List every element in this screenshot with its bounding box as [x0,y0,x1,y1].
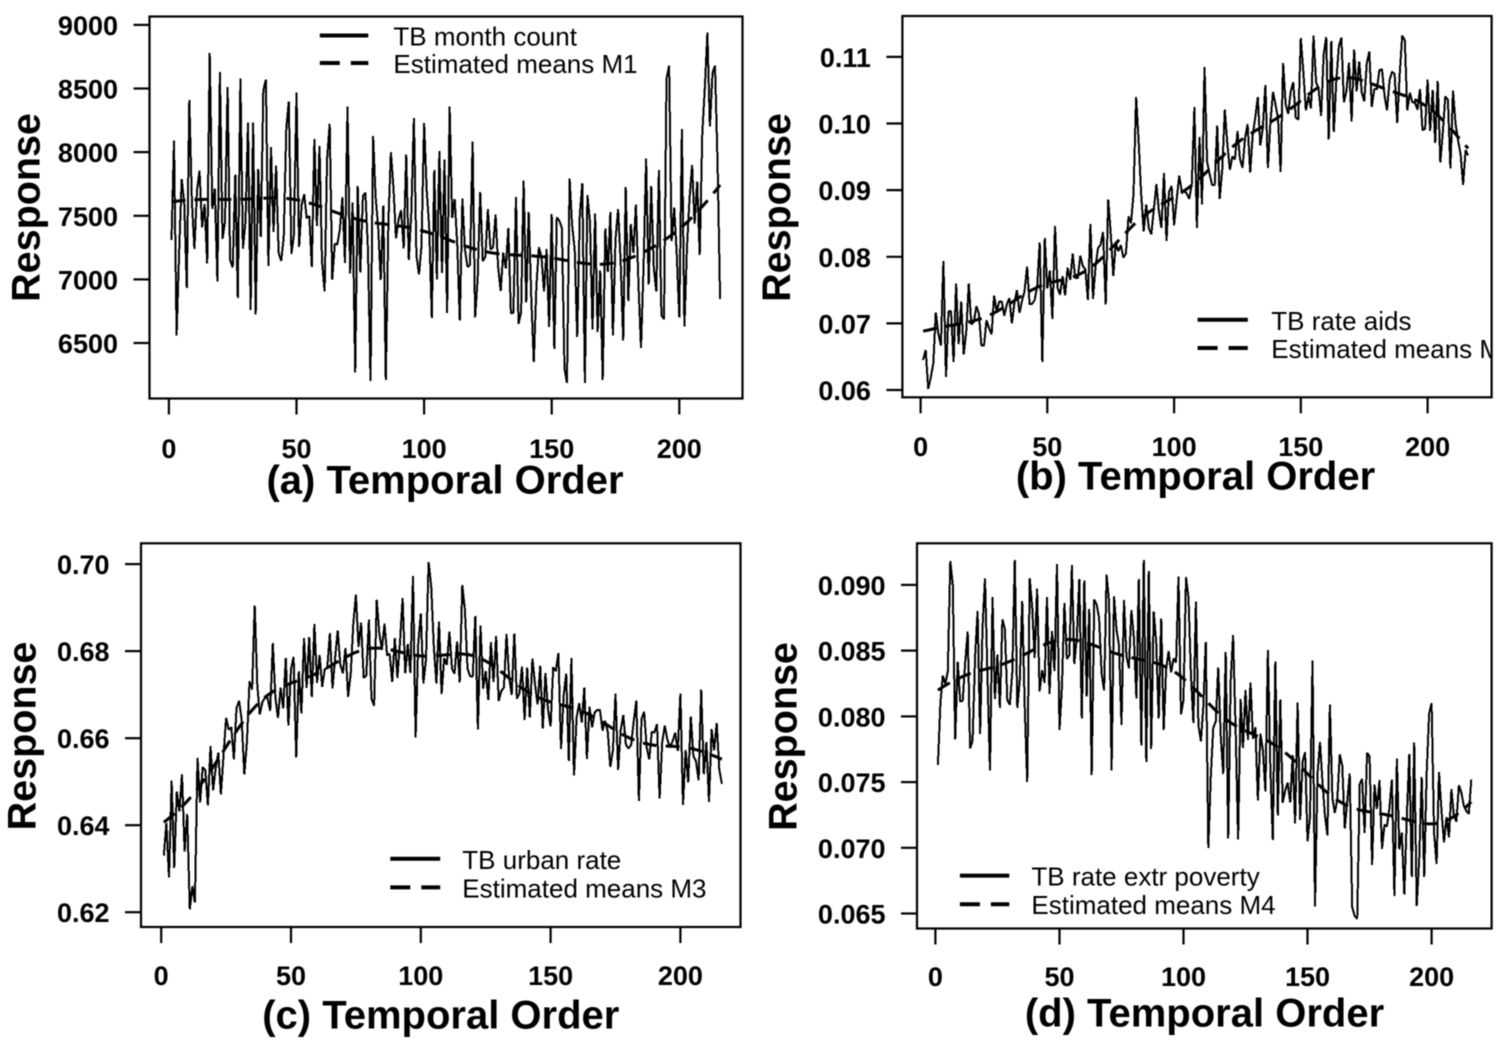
svg-text:0.10: 0.10 [818,110,871,140]
svg-text:Response: Response [755,113,799,302]
svg-text:0: 0 [161,434,176,464]
svg-text:0.66: 0.66 [57,724,110,754]
svg-text:TB month count: TB month count [393,22,577,52]
svg-text:TB urban rate: TB urban rate [462,845,621,875]
svg-text:0.62: 0.62 [57,898,110,928]
svg-text:0: 0 [913,432,928,462]
svg-text:9000: 9000 [58,11,118,41]
svg-text:Estimated means M2: Estimated means M2 [1271,334,1500,364]
svg-text:0.080: 0.080 [818,702,886,732]
svg-text:200: 200 [1409,962,1454,992]
svg-text:50: 50 [1032,432,1062,462]
svg-text:8000: 8000 [58,138,118,168]
svg-text:0.07: 0.07 [818,309,871,339]
svg-text:7000: 7000 [58,265,118,295]
svg-text:150: 150 [1278,432,1323,462]
svg-text:200: 200 [658,961,703,991]
svg-text:100: 100 [1161,962,1206,992]
svg-text:50: 50 [276,961,306,991]
svg-text:0.11: 0.11 [820,43,871,73]
svg-text:50: 50 [1044,962,1074,992]
svg-text:0.090: 0.090 [818,571,886,601]
svg-text:0.075: 0.075 [818,768,886,798]
svg-text:0.085: 0.085 [818,637,886,667]
svg-text:100: 100 [398,961,443,991]
svg-text:0.08: 0.08 [818,243,871,273]
svg-text:Response: Response [1,642,45,831]
svg-text:50: 50 [281,434,311,464]
svg-text:Response: Response [4,113,48,302]
svg-text:150: 150 [1285,962,1330,992]
svg-text:0.68: 0.68 [57,637,110,667]
svg-text:200: 200 [657,434,702,464]
svg-text:8500: 8500 [58,75,118,105]
svg-text:7500: 7500 [58,202,118,232]
svg-text:Estimated means M3: Estimated means M3 [462,873,706,903]
svg-text:TB rate aids: TB rate aids [1271,306,1411,336]
svg-text:150: 150 [528,961,573,991]
svg-text:0: 0 [154,961,169,991]
svg-text:(a) Temporal Order: (a) Temporal Order [266,459,623,503]
svg-text:0.070: 0.070 [818,834,886,864]
svg-text:Response: Response [761,642,805,831]
svg-text:Estimated means M1: Estimated means M1 [393,49,637,79]
svg-text:(c) Temporal Order: (c) Temporal Order [262,994,619,1038]
svg-text:Estimated means M4: Estimated means M4 [1031,890,1275,920]
svg-text:(d) Temporal Order: (d) Temporal Order [1025,992,1384,1036]
svg-text:0: 0 [928,962,943,992]
svg-text:(b) Temporal Order: (b) Temporal Order [1016,455,1375,499]
svg-text:0.64: 0.64 [57,811,110,841]
svg-text:0.09: 0.09 [818,176,871,206]
svg-text:6500: 6500 [58,329,118,359]
svg-text:150: 150 [529,434,574,464]
svg-text:0.70: 0.70 [57,550,110,580]
svg-text:TB rate extr poverty: TB rate extr poverty [1031,862,1259,892]
svg-text:100: 100 [1152,432,1197,462]
svg-text:0.065: 0.065 [818,900,886,930]
svg-text:0.06: 0.06 [818,376,871,406]
svg-text:200: 200 [1405,432,1450,462]
svg-text:100: 100 [402,434,447,464]
